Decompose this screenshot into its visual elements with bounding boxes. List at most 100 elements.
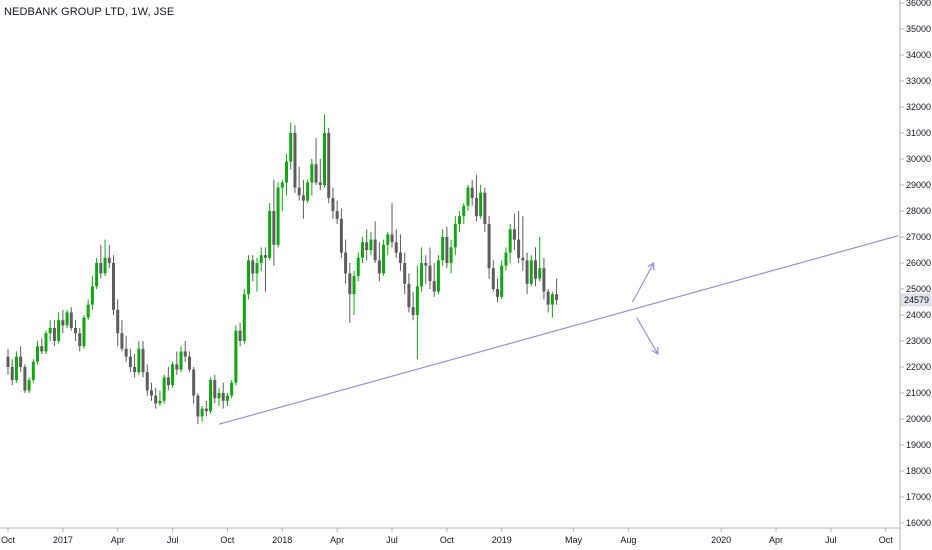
candle-body: [462, 205, 466, 217]
candle: [36, 341, 40, 365]
candle-body: [512, 229, 516, 240]
support-trendline[interactable]: [218, 235, 899, 425]
candle: [187, 351, 191, 373]
candle: [78, 328, 82, 352]
candle-body: [86, 304, 90, 318]
candle-body: [424, 263, 428, 266]
candle: [373, 221, 377, 263]
candle-body: [209, 380, 213, 412]
candle-body: [95, 263, 99, 287]
candle-body: [356, 257, 360, 276]
candle: [525, 252, 529, 295]
candle: [162, 374, 166, 404]
x-tick-label: 2017: [53, 535, 73, 545]
candle-body: [289, 133, 293, 162]
candle: [204, 400, 208, 417]
candle-body: [483, 192, 487, 224]
candle-body: [403, 263, 407, 284]
candle: [331, 187, 335, 219]
arrow-head: [651, 346, 659, 356]
candle: [500, 260, 504, 300]
last-price-box: [900, 293, 932, 307]
candle-body: [508, 229, 512, 253]
candle-body: [386, 234, 390, 245]
candle-body: [377, 260, 381, 274]
candle-body: [517, 239, 521, 258]
y-tick-label: 35000: [906, 24, 931, 34]
candle-body: [436, 260, 440, 292]
candle: [432, 263, 436, 297]
x-tick-label: Jul: [386, 535, 398, 545]
candles: [6, 114, 559, 425]
candle: [496, 278, 500, 302]
candle: [407, 273, 411, 313]
candle-body: [550, 294, 554, 305]
arrow-shaft: [636, 317, 659, 355]
candle-body: [61, 320, 65, 326]
candle-body: [238, 330, 242, 341]
candle: [382, 239, 386, 276]
candle-body: [183, 351, 187, 357]
candle: [546, 289, 550, 313]
candle-body: [479, 192, 483, 217]
candle: [297, 166, 301, 201]
candle-body: [335, 211, 339, 219]
candle: [217, 387, 221, 406]
arrow-up-icon[interactable]: [632, 261, 655, 303]
candle-body: [175, 364, 179, 370]
candle-body: [166, 377, 170, 386]
candle: [466, 185, 470, 211]
y-tick-label: 33000: [906, 76, 931, 86]
candle: [344, 239, 348, 284]
candle: [259, 247, 263, 271]
candle: [61, 309, 65, 334]
candle-body: [474, 198, 478, 217]
candle-body: [255, 263, 259, 274]
candle-body: [398, 252, 402, 263]
candle: [6, 348, 10, 375]
candle-body: [14, 356, 18, 380]
candle: [31, 359, 35, 383]
candle: [555, 278, 559, 305]
candle: [306, 179, 310, 204]
candle-body: [31, 361, 35, 380]
y-tick-label: 22000: [906, 362, 931, 372]
candle-body: [48, 328, 52, 334]
candle: [10, 359, 14, 386]
candle-body: [225, 395, 229, 401]
candle: [95, 257, 99, 289]
y-tick-label: 29000: [906, 180, 931, 190]
candle: [323, 114, 326, 188]
candle: [394, 229, 398, 258]
candle: [386, 231, 390, 256]
y-tick-label: 18000: [906, 466, 931, 476]
candle-body: [470, 187, 474, 198]
y-tick-label: 16000: [906, 518, 931, 528]
arrow-down-icon[interactable]: [636, 317, 659, 356]
candle: [107, 244, 111, 269]
x-tick-label: Jul: [167, 535, 179, 545]
candle-body: [365, 242, 369, 250]
candle: [272, 179, 276, 266]
candle-body: [149, 390, 153, 396]
candle-body: [217, 393, 221, 399]
drawings[interactable]: [218, 235, 899, 425]
candle-body: [466, 187, 470, 206]
candle: [517, 211, 521, 263]
candle-body: [297, 187, 301, 196]
candle: [234, 325, 238, 386]
candle-body: [200, 408, 204, 417]
candle-body: [57, 320, 61, 341]
candle: [90, 276, 94, 310]
candle-body: [82, 317, 86, 347]
y-tick-label: 32000: [906, 102, 931, 112]
candle: [52, 320, 56, 347]
candle: [19, 346, 23, 373]
candle-body: [445, 237, 449, 263]
candle-body: [382, 244, 386, 274]
candle: [339, 208, 343, 258]
x-tick-label: 2020: [711, 535, 731, 545]
last-price-badge: 24579: [900, 293, 932, 307]
y-tick-label: 21000: [906, 388, 931, 398]
